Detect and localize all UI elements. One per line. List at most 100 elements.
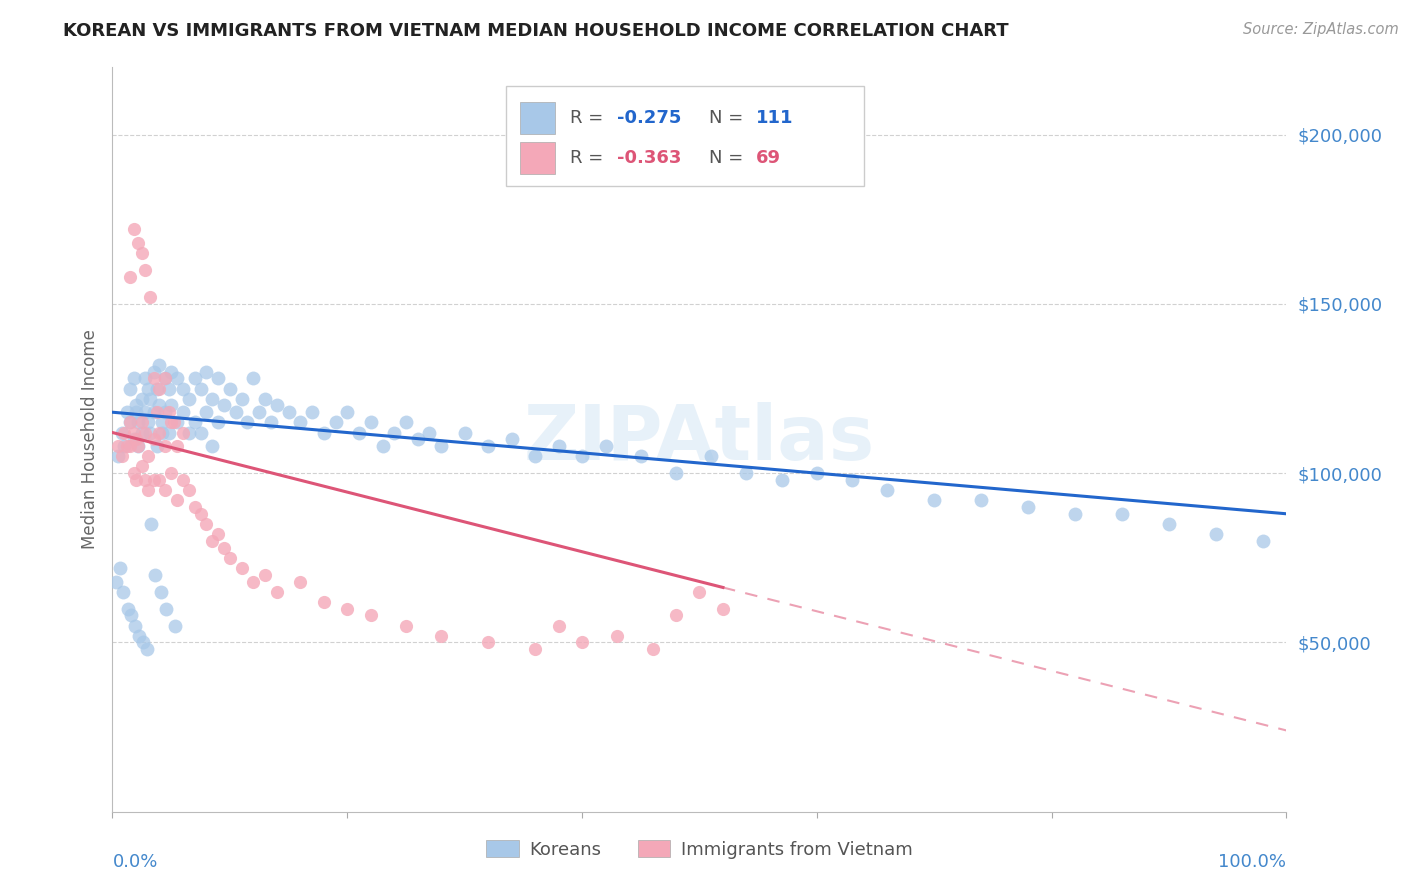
Point	[453, 425, 475, 440]
Text: N =: N =	[709, 149, 749, 167]
Bar	[520, 102, 555, 134]
Point	[148, 382, 170, 396]
Point	[277, 405, 299, 419]
Point	[112, 425, 135, 440]
FancyBboxPatch shape	[506, 86, 863, 186]
Point	[312, 425, 335, 440]
Point	[122, 222, 145, 236]
Point	[155, 483, 177, 497]
Point	[606, 629, 628, 643]
Point	[125, 399, 148, 413]
Point	[149, 584, 172, 599]
Point	[201, 533, 224, 548]
Point	[524, 449, 547, 463]
Point	[770, 473, 793, 487]
Point	[630, 449, 652, 463]
Point	[1159, 516, 1181, 531]
Point	[266, 584, 288, 599]
Point	[155, 371, 177, 385]
Point	[127, 416, 149, 430]
Point	[122, 371, 145, 385]
Point	[547, 439, 569, 453]
Point	[1111, 507, 1133, 521]
Point	[177, 425, 200, 440]
Point	[115, 405, 138, 419]
Point	[125, 433, 148, 447]
Point	[177, 483, 200, 497]
Text: R =: R =	[571, 149, 609, 167]
Point	[136, 483, 159, 497]
Point	[120, 608, 142, 623]
Point	[312, 595, 335, 609]
Point	[172, 473, 194, 487]
Point	[157, 382, 180, 396]
Point	[141, 516, 163, 531]
Legend: Koreans, Immigrants from Vietnam: Koreans, Immigrants from Vietnam	[479, 833, 920, 866]
Point	[336, 405, 359, 419]
Point	[183, 371, 205, 385]
Point	[418, 425, 440, 440]
Point	[148, 425, 170, 440]
Point	[142, 433, 165, 447]
Point	[139, 290, 162, 304]
Point	[242, 371, 264, 385]
Point	[155, 439, 177, 453]
Point	[430, 629, 453, 643]
Point	[146, 382, 169, 396]
Point	[524, 642, 547, 657]
Point	[134, 405, 156, 419]
Point	[107, 439, 129, 453]
Point	[266, 399, 288, 413]
Point	[1251, 533, 1274, 548]
Point	[142, 473, 165, 487]
Point	[336, 601, 359, 615]
Point	[360, 416, 382, 430]
Text: -0.275: -0.275	[617, 109, 682, 127]
Point	[166, 439, 188, 453]
Point	[501, 433, 523, 447]
Point	[970, 493, 993, 508]
Point	[122, 433, 145, 447]
Point	[162, 416, 184, 430]
Point	[148, 358, 170, 372]
Point	[172, 425, 194, 440]
Point	[120, 439, 142, 453]
Point	[207, 416, 229, 430]
Text: 111: 111	[756, 109, 793, 127]
Point	[131, 392, 153, 406]
Point	[139, 392, 162, 406]
Point	[236, 416, 259, 430]
Point	[160, 399, 183, 413]
Point	[132, 635, 155, 649]
Point	[190, 507, 212, 521]
Text: N =: N =	[709, 109, 749, 127]
Point	[142, 365, 165, 379]
Point	[136, 382, 159, 396]
Point	[177, 392, 200, 406]
Point	[135, 642, 157, 657]
Point	[225, 405, 247, 419]
Point	[127, 439, 149, 453]
Point	[806, 466, 828, 480]
Point	[139, 425, 162, 440]
Point	[212, 541, 235, 555]
Point	[254, 392, 277, 406]
Point	[128, 629, 150, 643]
Point	[382, 425, 405, 440]
Point	[131, 246, 153, 260]
Point	[325, 416, 347, 430]
Point	[146, 439, 169, 453]
Point	[166, 493, 188, 508]
Point	[688, 584, 710, 599]
Point	[430, 439, 453, 453]
Point	[195, 405, 218, 419]
Point	[218, 550, 242, 565]
Point	[218, 382, 242, 396]
Point	[395, 416, 418, 430]
Point	[112, 584, 135, 599]
Point	[166, 416, 188, 430]
Point	[172, 382, 194, 396]
Point	[150, 425, 173, 440]
Point	[142, 405, 165, 419]
Point	[157, 425, 180, 440]
